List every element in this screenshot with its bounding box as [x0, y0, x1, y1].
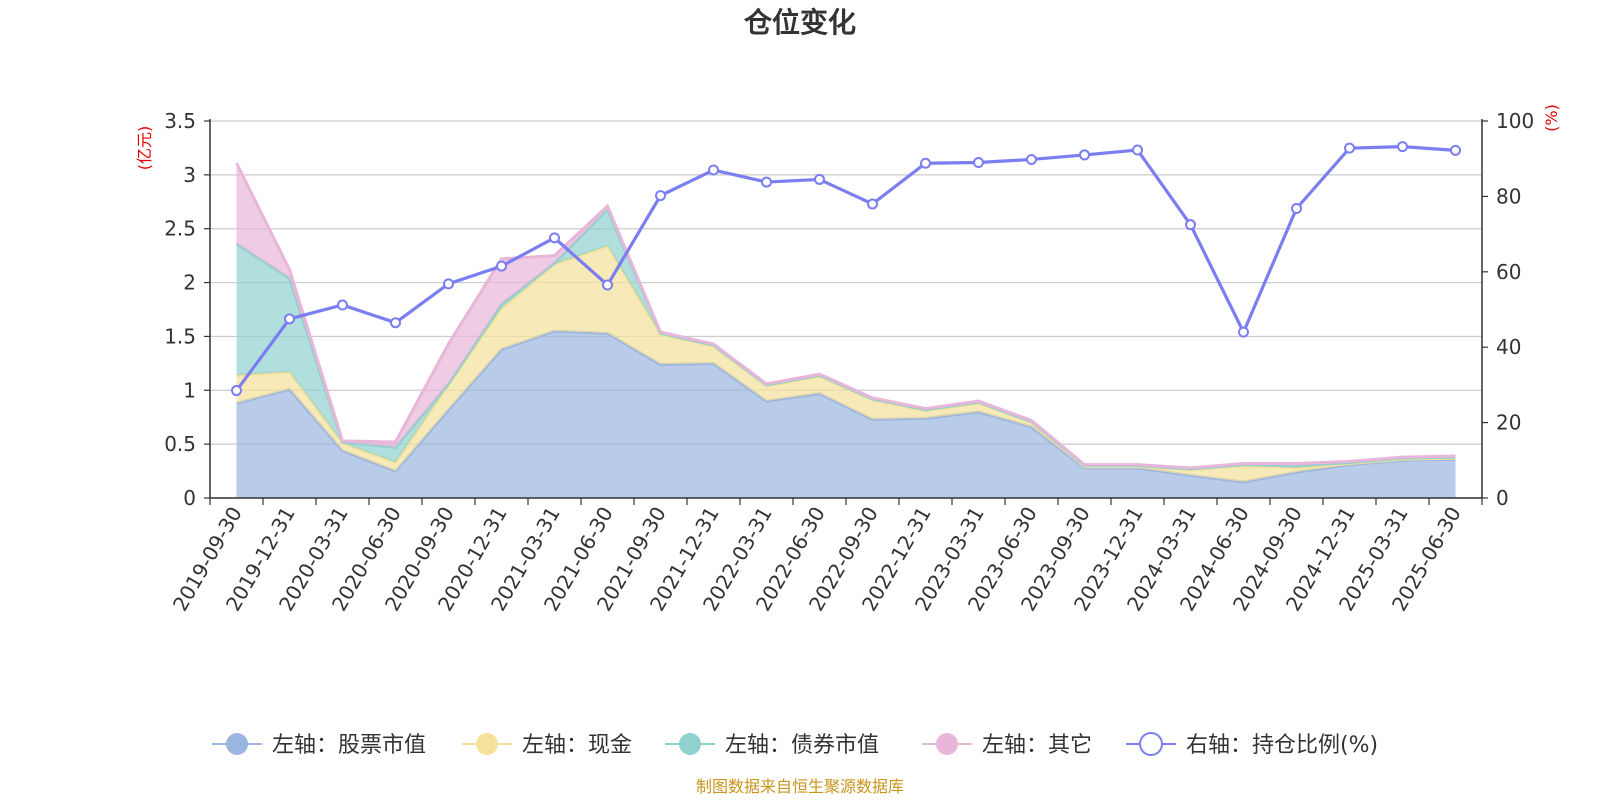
ratio-point-8 — [655, 190, 666, 202]
left-tick-label-1: 0.5 — [164, 432, 196, 456]
legend-marker-2 — [679, 733, 701, 755]
area-series-0 — [236, 331, 1456, 498]
left-tick-label-5: 2.5 — [164, 217, 196, 241]
ratio-point-11 — [814, 173, 825, 185]
area-series-edge-3 — [235, 162, 1456, 470]
ratio-point-5 — [496, 260, 507, 272]
ratio-point-14 — [973, 156, 984, 168]
area-series-3 — [236, 163, 1456, 469]
left-axis-unit: (亿元) — [135, 126, 154, 171]
legend-label-0: 左轴：股票市值 — [272, 733, 426, 758]
ratio-point-10 — [761, 176, 772, 188]
ratio-point-18 — [1185, 219, 1196, 231]
left-tick-label-4: 2 — [183, 271, 196, 295]
legend-item-0: 左轴：股票市值 — [212, 733, 426, 758]
legend-label-4: 右轴：持仓比例(%) — [1186, 733, 1378, 758]
ratio-point-19 — [1238, 326, 1249, 338]
ratio-point-13 — [920, 157, 931, 169]
left-tick-label-0: 0 — [183, 486, 196, 510]
ratio-point-2 — [337, 299, 348, 311]
legend-item-3: 左轴：其它 — [922, 733, 1092, 758]
left-tick-label-6: 3 — [183, 163, 196, 187]
legend-marker-4 — [1139, 732, 1163, 756]
legend-label-2: 左轴：债券市值 — [725, 733, 879, 758]
ratio-point-9 — [708, 164, 719, 176]
ratio-point-6 — [549, 232, 560, 244]
legend-marker-3 — [936, 733, 958, 755]
legend: 左轴：股票市值 左轴：现金 左轴：债券市值 左轴：其它 右轴：持仓比例(%) — [212, 732, 1378, 758]
area-series-1 — [236, 245, 1456, 482]
ratio-line-series — [231, 141, 1461, 397]
legend-marker-1 — [476, 733, 498, 755]
ratio-point-1 — [284, 313, 295, 325]
ratio-point-22 — [1397, 141, 1408, 153]
axes: 00.511.522.533.50204060801002019-09-3020… — [164, 109, 1534, 615]
ratio-point-7 — [602, 279, 613, 291]
legend-label-3: 左轴：其它 — [982, 733, 1092, 758]
left-tick-label-7: 3.5 — [164, 109, 196, 133]
right-tick-label-5: 100 — [1496, 109, 1534, 133]
stacked-areas — [235, 162, 1456, 498]
ratio-point-23 — [1450, 144, 1461, 156]
right-tick-label-2: 40 — [1496, 335, 1521, 359]
legend-marker-0 — [226, 733, 248, 755]
legend-item-4: 右轴：持仓比例(%) — [1126, 732, 1378, 758]
ratio-point-15 — [1026, 153, 1037, 165]
chart-title: 仓位变化 — [744, 6, 856, 39]
legend-label-1: 左轴：现金 — [522, 733, 632, 758]
ratio-point-4 — [443, 278, 454, 290]
right-tick-label-4: 80 — [1496, 184, 1521, 208]
right-axis-unit: (%) — [1542, 104, 1561, 132]
right-tick-label-3: 60 — [1496, 260, 1521, 284]
legend-item-2: 左轴：债券市值 — [665, 733, 879, 758]
right-tick-label-1: 20 — [1496, 411, 1521, 435]
right-tick-label-0: 0 — [1496, 486, 1509, 510]
ratio-line — [235, 145, 1456, 392]
ratio-point-20 — [1291, 202, 1302, 214]
ratio-point-21 — [1344, 142, 1355, 154]
ratio-point-16 — [1079, 149, 1090, 161]
data-source-note: 制图数据来自恒生聚源数据库 — [696, 777, 904, 796]
left-tick-label-2: 1 — [183, 378, 196, 402]
ratio-point-12 — [867, 198, 878, 210]
legend-item-1: 左轴：现金 — [462, 733, 632, 758]
left-tick-label-3: 1.5 — [164, 324, 196, 348]
ratio-point-0 — [231, 385, 242, 397]
ratio-point-3 — [390, 317, 401, 329]
ratio-point-17 — [1132, 144, 1143, 156]
